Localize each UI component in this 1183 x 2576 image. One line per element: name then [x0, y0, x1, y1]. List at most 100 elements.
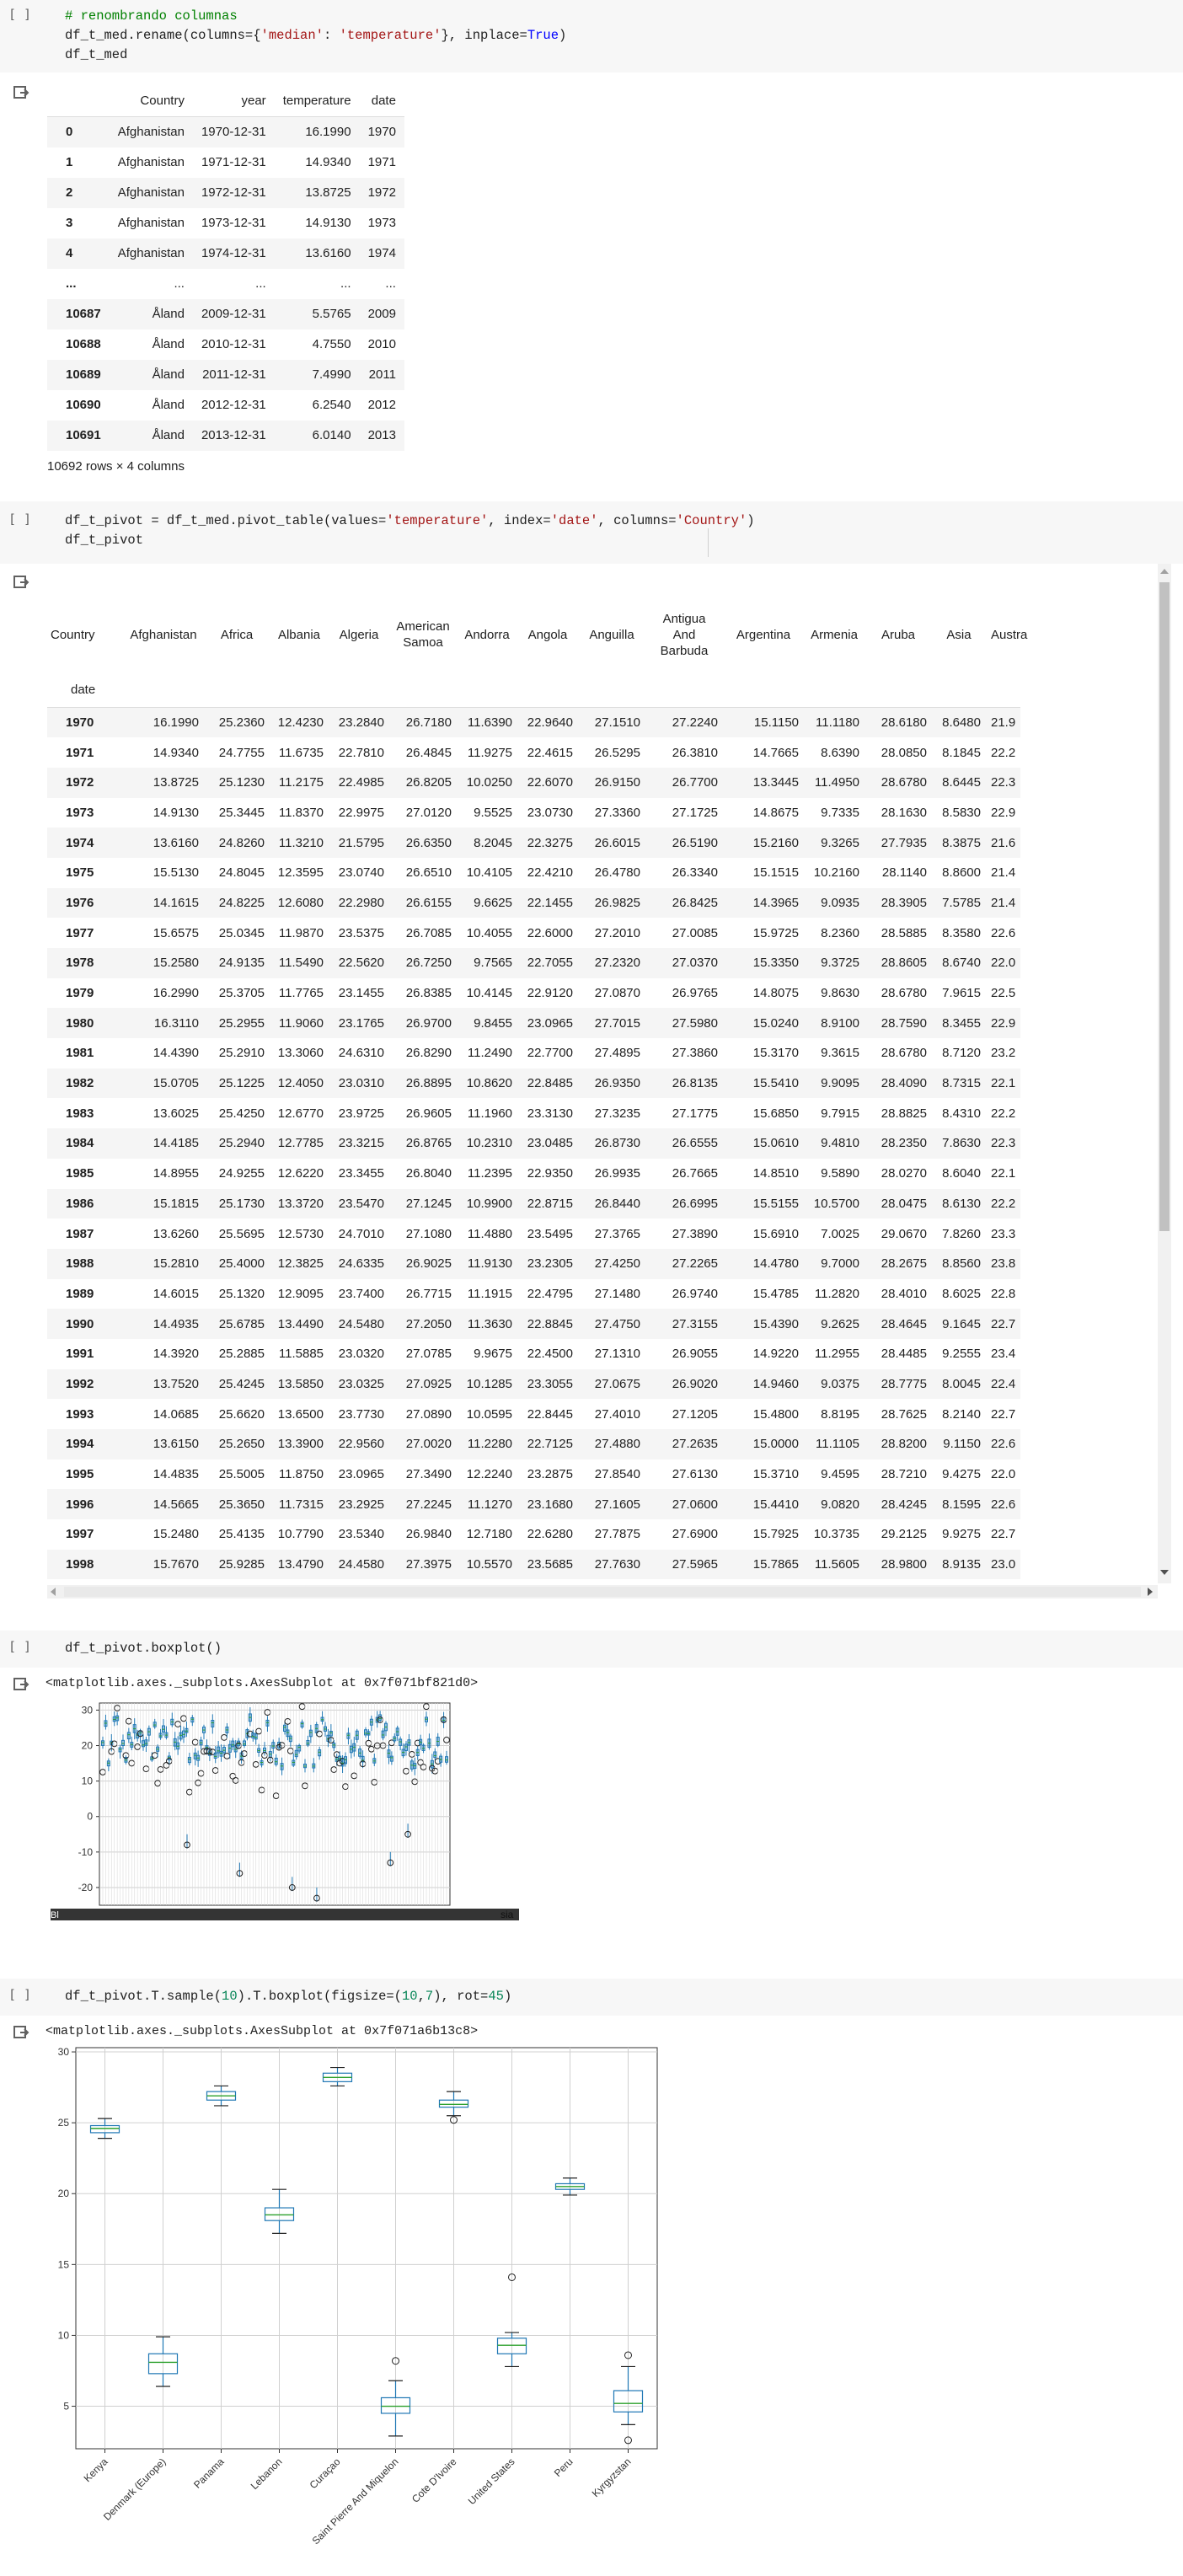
code-editor[interactable]: df_t_pivot = df_t_med.pivot_table(values… — [65, 511, 755, 550]
table-cell: 11.4950 — [814, 775, 859, 790]
table-cell: 1973-12-31 — [201, 216, 266, 230]
box-body — [283, 1724, 286, 1733]
output-icon[interactable] — [12, 2024, 30, 2043]
box-body — [217, 1746, 221, 1754]
table-cell: 26.8895 — [405, 1076, 452, 1091]
table-cell: 27.1205 — [672, 1406, 718, 1422]
table-row: 1 Afghanistan 1971-12-31 14.9340 1971 — [47, 147, 404, 178]
table-cell: 15.4410 — [752, 1497, 799, 1512]
scroll-right-arrow[interactable] — [1148, 1588, 1153, 1596]
pivot-scroll-area[interactable]: Country Afghanistan Africa Albania Algeria Am… — [47, 564, 1158, 1583]
columns-name-header: Country — [51, 627, 95, 642]
scroll-left-arrow[interactable] — [51, 1588, 56, 1596]
row-index: 1993 — [66, 1406, 94, 1422]
run-cell-button[interactable]: [ ] — [8, 1987, 32, 2002]
column-header: Andorra — [464, 627, 510, 642]
table-cell: 13.3060 — [277, 1046, 324, 1061]
table-cell: 9.3265 — [821, 835, 859, 850]
table-row: 1987 13.6260 25.5695 12.5730 24.7010 27.1080 1… — [47, 1218, 1021, 1249]
boxplot-all-countries-svg: -20 -10 0 10 20 30 Bl sia — [51, 1702, 519, 1920]
box-flier — [624, 2436, 632, 2445]
table-cell: 28.8825 — [881, 1106, 927, 1121]
output-icon[interactable] — [12, 574, 30, 592]
code-editor[interactable]: df_t_pivot.boxplot() — [65, 1639, 222, 1658]
table-cell: 26.8730 — [594, 1136, 640, 1151]
table-cell: 15.7925 — [752, 1527, 799, 1542]
table-cell: 28.4485 — [881, 1347, 927, 1362]
table-cell: 25.6785 — [218, 1316, 265, 1331]
scroll-down-arrow[interactable] — [1160, 1570, 1169, 1575]
table-cell: 23.2925 — [338, 1497, 384, 1512]
table-cell: 25.3445 — [218, 805, 265, 820]
table-cell: 11.1270 — [467, 1497, 512, 1512]
scroll-thumb-horizontal[interactable] — [64, 1587, 1141, 1597]
table-row: 1978 15.2580 24.9135 11.5490 22.5620 26.7250 9… — [47, 948, 1021, 978]
box-body — [380, 2397, 411, 2414]
table-cell: 27.0600 — [672, 1497, 718, 1512]
box-body — [318, 1749, 322, 1757]
table-cell: 6.2540 — [312, 398, 351, 412]
table-cell: 28.4245 — [881, 1497, 927, 1512]
table-cell: 26.6155 — [405, 895, 452, 910]
table-cell: 26.9765 — [672, 986, 718, 1001]
table-cell: 27.1510 — [594, 715, 640, 731]
column-header: Argentina — [736, 627, 791, 642]
table-cell: 24.7755 — [218, 745, 265, 760]
table-cell: ... — [385, 276, 396, 291]
table-cell: 27.4250 — [594, 1256, 640, 1272]
output-icon[interactable] — [12, 84, 30, 103]
run-cell-button[interactable]: [ ] — [8, 1639, 32, 1654]
box-body — [346, 1733, 351, 1739]
table-cell: 26.7700 — [672, 775, 718, 790]
table-cell: 22.9120 — [527, 986, 573, 1001]
output-icon[interactable] — [12, 1676, 30, 1695]
table-cell: 12.5730 — [277, 1226, 324, 1241]
table-row: 1988 15.2810 25.4000 12.3825 24.6335 26.9025 1… — [47, 1248, 1021, 1279]
y-tick-label: 15 — [58, 2258, 70, 2270]
code-cell-pivot[interactable]: [ ] df_t_pivot = df_t_med.pivot_table(va… — [0, 501, 1183, 564]
table-cell: 27.2240 — [672, 715, 718, 731]
code-cell-rename[interactable]: [ ] # renombrando columnas df_t_med.renam… — [0, 0, 1183, 72]
table-cell: 9.7915 — [821, 1106, 859, 1121]
table-cell: 27.1775 — [672, 1106, 718, 1121]
box-flier — [392, 2357, 399, 2365]
table-cell: 15.3170 — [752, 1046, 799, 1061]
table-cell: 8.6740 — [942, 956, 981, 971]
table-cell: 8.6040 — [942, 1166, 981, 1181]
code-editor[interactable]: # renombrando columnas df_t_med.rename(co… — [65, 7, 566, 65]
table-row: 1994 13.6150 25.2650 13.3900 22.9560 27.0020 1… — [47, 1429, 1021, 1459]
y-tick-label: 0 — [87, 1811, 93, 1823]
row-index: 4 — [66, 246, 73, 260]
table-row: 1993 14.0685 25.6620 13.6500 23.7730 27.0890 1… — [47, 1399, 1021, 1429]
table-cell: Åland — [152, 398, 185, 412]
table-cell: 10.5570 — [466, 1557, 512, 1572]
code-editor[interactable]: df_t_pivot.T.sample(10).T.boxplot(figsiz… — [65, 1987, 511, 2006]
scroll-thumb[interactable] — [1159, 582, 1170, 1231]
code-cell-boxplot[interactable]: [ ] df_t_pivot.boxplot() — [0, 1631, 1183, 1668]
table-cell: 27.8540 — [594, 1467, 640, 1482]
table-cell: 22.2 — [991, 745, 1016, 760]
row-index: 1975 — [66, 865, 94, 881]
run-cell-button[interactable]: [ ] — [8, 511, 32, 527]
table-cell: 28.2675 — [881, 1256, 927, 1272]
table-cell: 14.9460 — [752, 1376, 799, 1391]
table-row: 1984 14.4185 25.2940 12.7785 23.3215 26.8765 1… — [47, 1128, 1021, 1159]
table-cell: 2011 — [368, 367, 396, 382]
box-body — [185, 1727, 189, 1733]
table-cell: 14.9340 — [153, 745, 199, 760]
table-cell: 12.6080 — [277, 895, 324, 910]
table-cell: 10.0250 — [466, 775, 512, 790]
box-flier — [184, 1841, 190, 1849]
scroll-up-arrow[interactable] — [1160, 569, 1169, 574]
table-cell: 15.2480 — [153, 1527, 199, 1542]
table-cell: 23.5685 — [527, 1557, 573, 1572]
table-cell: 11.4880 — [467, 1226, 512, 1241]
box-body — [297, 1744, 302, 1752]
table-cell: 22.2980 — [338, 895, 384, 910]
code-token: ) — [559, 28, 567, 43]
code-cell-sample-boxplot[interactable]: [ ] df_t_pivot.T.sample(10).T.boxplot(fi… — [0, 1979, 1183, 2016]
run-cell-button[interactable]: [ ] — [8, 7, 32, 22]
horizontal-scrollbar[interactable] — [47, 1585, 1158, 1599]
vertical-scrollbar[interactable] — [1158, 564, 1171, 1583]
output-cell-boxplot: <matplotlib.axes._subplots.AxesSubplot a… — [0, 1668, 1183, 1946]
